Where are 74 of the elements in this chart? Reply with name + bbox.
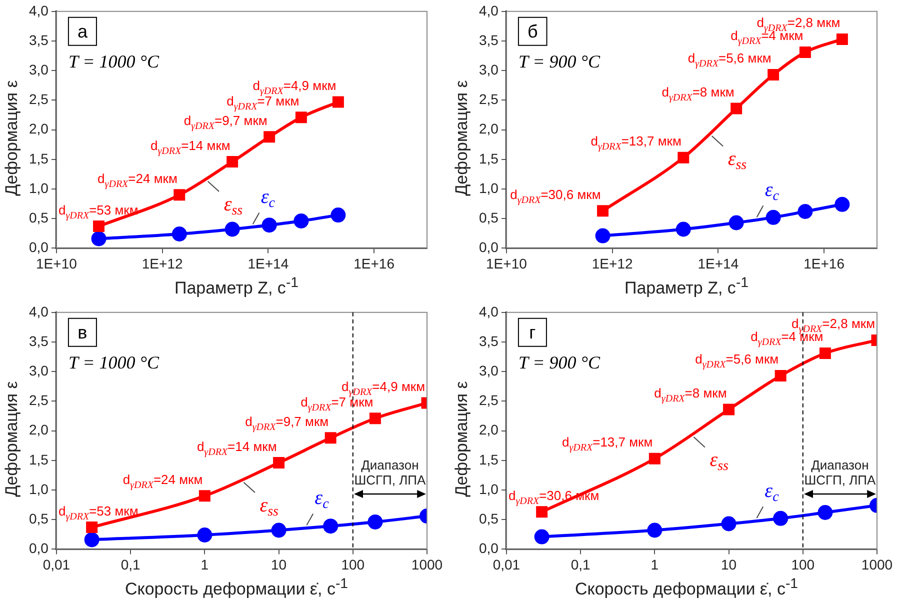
y-axis-title: Деформация ε: [2, 380, 22, 499]
y-tick-label: 3,5: [28, 32, 49, 48]
y-tick-label: 2,5: [478, 91, 499, 108]
y-tick-label: 3,0: [478, 61, 499, 78]
y-tick-label: 1,0: [28, 480, 49, 497]
y-tick-label: 0,5: [478, 209, 499, 226]
y-tick-label: 3,5: [478, 332, 499, 349]
y-tick-label: 1,5: [28, 451, 49, 468]
annotation: T = 900 °C: [518, 352, 601, 372]
y-tick-label: 4,0: [28, 303, 49, 320]
y-tick-label: 4,0: [478, 303, 499, 320]
x-tick-label: 10: [270, 556, 287, 572]
x-tick-label: 10: [720, 556, 737, 572]
x-axis-title: Скорость деформации ε̇, с$^{-1}$: [574, 576, 800, 600]
y-tick-label: 3,5: [28, 332, 49, 349]
y-tick-label: 1,0: [478, 480, 499, 497]
x-tick-label: 0,01: [492, 556, 520, 572]
x-tick-label: 1E+16: [804, 255, 845, 272]
y-tick-label: 4,0: [28, 2, 49, 18]
y-tick-label: 2,5: [28, 91, 49, 108]
x-axis-title: Параметр Z, с$^{-1}$: [623, 275, 750, 299]
x-tick-label: 1000: [411, 556, 443, 572]
y-tick-label: 2,0: [28, 422, 49, 438]
x-tick-label: 100: [341, 556, 365, 572]
x-tick-label: 1000: [861, 556, 893, 572]
x-tick-label: 1E+16: [354, 255, 395, 272]
y-tick-label: 2,5: [478, 392, 499, 408]
y-tick-label: 0,0: [478, 239, 499, 256]
annotation: T = 1000 °C: [68, 51, 160, 72]
annotation: Диапазон ШСГП, ЛПА: [354, 458, 426, 488]
y-tick-label: 0,5: [28, 510, 49, 526]
y-tick-label: 2,0: [478, 120, 499, 137]
y-tick-label: 0,0: [28, 239, 49, 256]
annotation: а: [77, 21, 88, 42]
y-axis-title: Деформация ε: [2, 79, 22, 198]
x-tick-label: 1E+14: [248, 255, 289, 272]
y-tick-label: 0,0: [28, 540, 49, 556]
x-tick-label: 0,1: [570, 556, 591, 572]
x-tick-label: 1E+14: [698, 255, 739, 272]
y-tick-label: 3,5: [478, 32, 499, 48]
y-tick-label: 2,0: [478, 422, 499, 438]
x-tick-label: 1E+10: [36, 255, 78, 272]
x-tick-label: 1E+12: [142, 255, 183, 272]
annotation: г: [529, 322, 536, 342]
annotation: T = 1000 °C: [68, 352, 160, 372]
x-tick-label: 1E+10: [486, 255, 528, 272]
y-tick-label: 1,5: [478, 150, 499, 166]
y-tick-label: 2,5: [28, 392, 49, 408]
x-axis-title: Параметр Z, с$^{-1}$: [173, 275, 300, 299]
annotation: б: [527, 21, 538, 42]
y-tick-label: 1,5: [478, 451, 499, 468]
annotation: в: [78, 322, 88, 342]
y-tick-label: 1,0: [28, 180, 49, 196]
y-tick-label: 0,0: [478, 540, 499, 556]
x-tick-label: 0,1: [120, 556, 141, 572]
y-tick-label: 0,5: [478, 510, 499, 526]
x-tick-label: 1: [200, 556, 209, 572]
x-tick-label: 1: [650, 556, 659, 572]
y-tick-label: 1,5: [28, 150, 49, 166]
y-tick-label: 1,0: [478, 180, 499, 196]
y-tick-label: 4,0: [478, 2, 499, 18]
x-tick-label: 100: [791, 556, 815, 572]
x-axis-title: Скорость деформации ε̇, с$^{-1}$: [124, 576, 350, 600]
y-tick-label: 2,0: [28, 120, 49, 137]
y-axis-title: Деформация ε: [452, 380, 472, 499]
y-tick-label: 3,0: [478, 362, 499, 378]
y-axis-title: Деформация ε: [452, 79, 472, 198]
x-tick-label: 0,01: [42, 556, 70, 572]
y-tick-label: 3,0: [28, 362, 49, 378]
annotation: T = 900 °C: [518, 51, 601, 72]
y-tick-label: 0,5: [28, 209, 49, 226]
y-tick-label: 3,0: [28, 61, 49, 78]
annotation: Диапазон ШСГП, ЛПА: [804, 458, 876, 488]
x-tick-label: 1E+12: [592, 255, 633, 272]
